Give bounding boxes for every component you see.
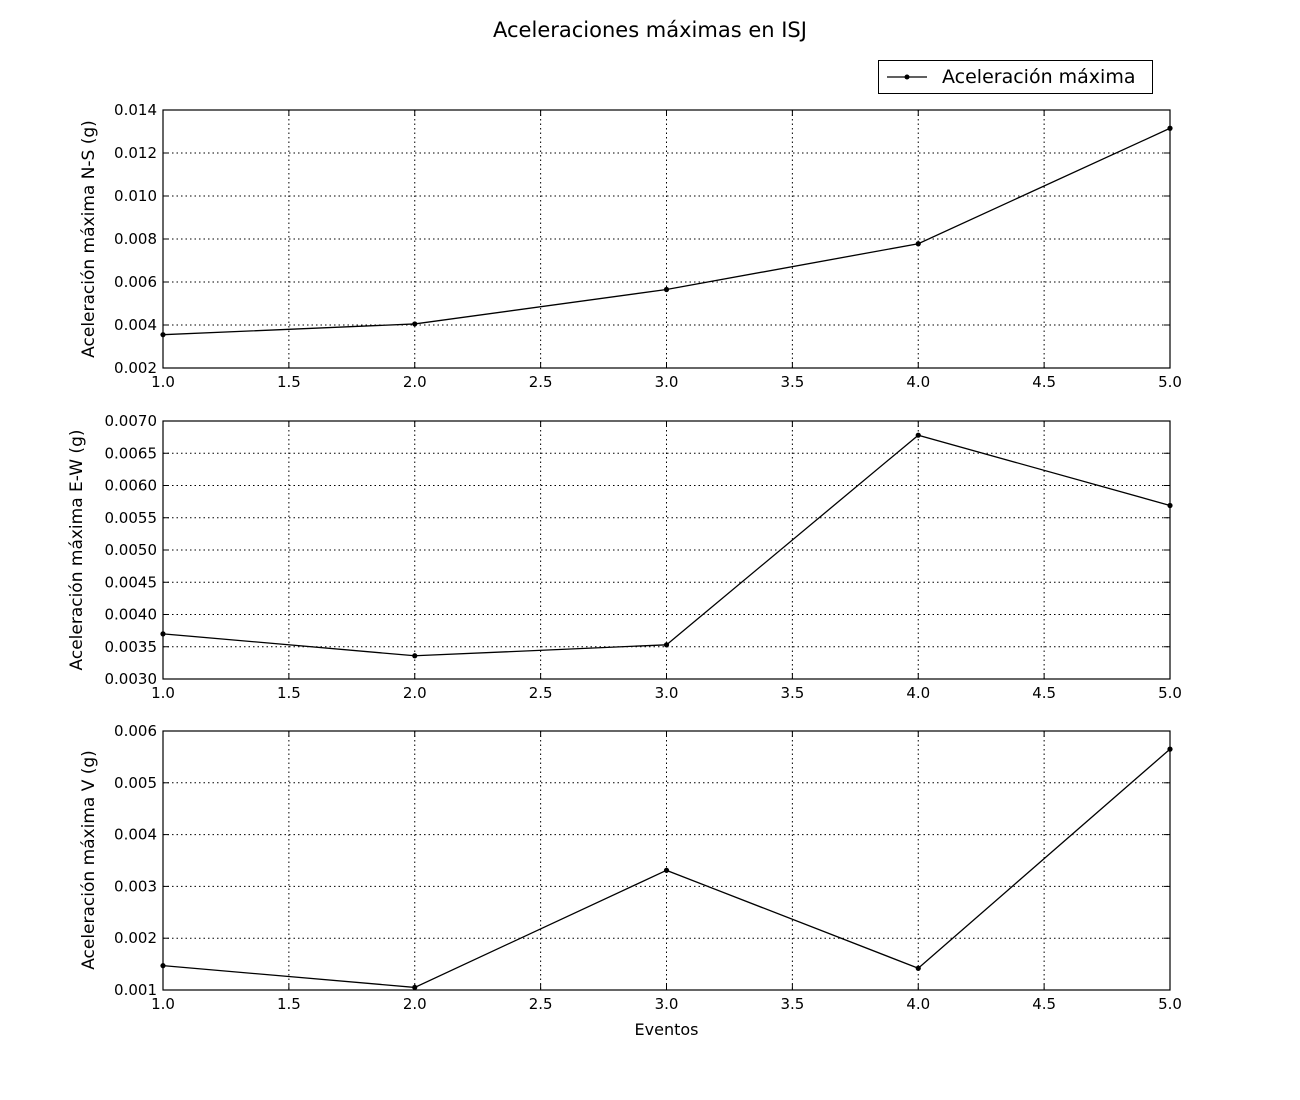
- data-point: [1167, 746, 1173, 752]
- subplot-1: 1.0 1.5 2.0 2.5 3.0 3.5 4.0 4.5 5.0 0.002 0.004 0.0…: [79, 101, 1182, 391]
- x-tick-label: 2.5: [529, 684, 553, 702]
- x-tick-label: 4.0: [906, 995, 930, 1013]
- plot-frame: [162, 420, 1171, 680]
- y-tick-label: 0.0035: [105, 638, 158, 656]
- x-tick-label: 1.5: [277, 373, 301, 391]
- y-tick-label: 0.002: [114, 929, 157, 947]
- x-axis-label: Eventos: [635, 1020, 699, 1039]
- y-tick-label: 0.008: [114, 230, 157, 248]
- x-tick-label: 4.5: [1032, 373, 1056, 391]
- legend-line-swatch: [887, 74, 927, 80]
- plot-frame: [162, 730, 1171, 991]
- data-point: [160, 963, 166, 969]
- y-axis-label: Aceleración máxima V (g): [79, 750, 99, 970]
- data-point: [663, 867, 670, 873]
- y-tick-label: 0.010: [114, 187, 157, 205]
- x-tick-label: 4.0: [906, 373, 930, 391]
- figure-title: Aceleraciones máximas en ISJ: [493, 18, 807, 42]
- x-tick-label: 2.0: [403, 995, 427, 1013]
- y-tick-label: 0.0070: [105, 412, 158, 430]
- grid: [163, 731, 1170, 990]
- y-tick-label: 0.003: [114, 877, 157, 895]
- x-tick-label: 3.5: [780, 373, 804, 391]
- x-tick-label: 2.0: [403, 373, 427, 391]
- y-tick-label: 0.006: [114, 722, 157, 740]
- grid: [163, 421, 1170, 679]
- x-tick-label: 1.5: [277, 684, 301, 702]
- data-point: [915, 432, 921, 438]
- y-tick-label: 0.0060: [105, 477, 158, 495]
- subplot-2: 1.0 1.5 2.0 2.5 3.0 3.5 4.0 4.5 5.0 0.0030 0.0035 0…: [67, 412, 1182, 702]
- y-tick-label: 0.006: [114, 273, 157, 291]
- data-point: [663, 286, 670, 293]
- data-point: [412, 984, 418, 991]
- x-tick-label: 2.5: [529, 995, 553, 1013]
- x-tick-label: 3.0: [655, 373, 679, 391]
- y-tick-label: 0.0065: [105, 444, 158, 462]
- y-tick-label: 0.012: [114, 144, 157, 162]
- legend: Aceleración máxima: [878, 60, 1153, 94]
- y-tick-label: 0.0050: [105, 541, 158, 559]
- series-line: [162, 434, 1171, 657]
- x-tick-label: 2.0: [403, 684, 427, 702]
- y-tick-label: 0.004: [114, 316, 157, 334]
- x-tick-label: 4.0: [906, 684, 930, 702]
- x-tick-label: 1.0: [151, 684, 175, 702]
- y-tick-label: 0.002: [114, 359, 157, 377]
- x-tick-label: 5.0: [1158, 373, 1182, 391]
- y-tick-label: 0.005: [114, 774, 157, 792]
- y-tick-label: 0.0045: [105, 573, 158, 591]
- data-point: [160, 332, 166, 338]
- x-tick-label: 1.0: [151, 373, 175, 391]
- data-point: [412, 653, 418, 659]
- legend-label: Aceleración máxima: [942, 66, 1136, 88]
- data-point: [1167, 502, 1173, 509]
- y-tick-label: 0.014: [114, 101, 157, 119]
- plot-frame: [162, 109, 1171, 369]
- x-tick-label: 3.5: [780, 684, 804, 702]
- y-axis-label: Aceleración máxima N-S (g): [79, 120, 99, 358]
- data-point: [663, 642, 670, 648]
- x-tick-label: 2.5: [529, 373, 553, 391]
- x-tick-label: 3.0: [655, 995, 679, 1013]
- data-point: [915, 965, 921, 971]
- subplot-3: 1.0 1.5 2.0 2.5 3.0 3.5 4.0 4.5 5.0 0.001 0.002 0.0…: [79, 722, 1182, 1039]
- x-tick-label: 5.0: [1158, 684, 1182, 702]
- y-tick-label: 0.0030: [105, 670, 158, 688]
- y-tick-label: 0.0055: [105, 509, 158, 527]
- data-point: [412, 321, 418, 327]
- x-tick-label: 1.0: [151, 995, 175, 1013]
- x-tick-label: 5.0: [1158, 995, 1182, 1013]
- x-tick-label: 3.5: [780, 995, 804, 1013]
- x-tick-label: 1.5: [277, 995, 301, 1013]
- data-point: [160, 631, 166, 637]
- grid: [163, 110, 1170, 368]
- x-tick-label: 3.0: [655, 684, 679, 702]
- x-tick-label: 4.5: [1032, 995, 1056, 1013]
- x-tick-label: 4.5: [1032, 684, 1056, 702]
- y-tick-label: 0.0040: [105, 606, 158, 624]
- data-point: [1167, 125, 1173, 131]
- data-point: [915, 241, 921, 247]
- y-tick-label: 0.004: [114, 826, 157, 844]
- y-axis-label: Aceleración máxima E-W (g): [67, 430, 87, 671]
- y-tick-label: 0.001: [114, 981, 157, 999]
